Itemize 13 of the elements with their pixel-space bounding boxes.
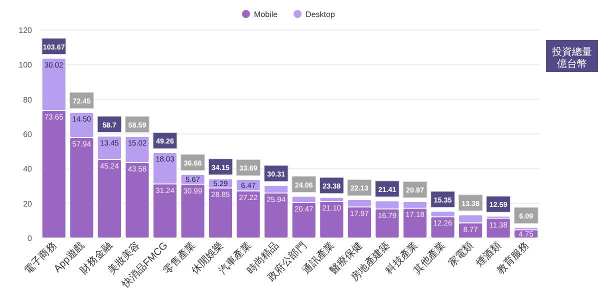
x-tick-label: 家電類 bbox=[446, 240, 476, 270]
bar bbox=[319, 201, 344, 238]
text: 億台幣 bbox=[557, 58, 587, 70]
y-tick-label: 120 bbox=[18, 26, 33, 35]
y-tick-label: 80 bbox=[23, 95, 33, 104]
y-tick-label: 100 bbox=[18, 60, 33, 70]
text: 投資總量 bbox=[551, 46, 592, 58]
y-tick-label: 0 bbox=[28, 234, 33, 243]
y-tick-label: 40 bbox=[23, 164, 33, 174]
y-tick-label: 20 bbox=[23, 199, 33, 208]
legend-label: Desktop bbox=[306, 10, 336, 19]
y-tick-label: 60 bbox=[23, 130, 33, 139]
legend-label: Mobile bbox=[254, 10, 278, 19]
